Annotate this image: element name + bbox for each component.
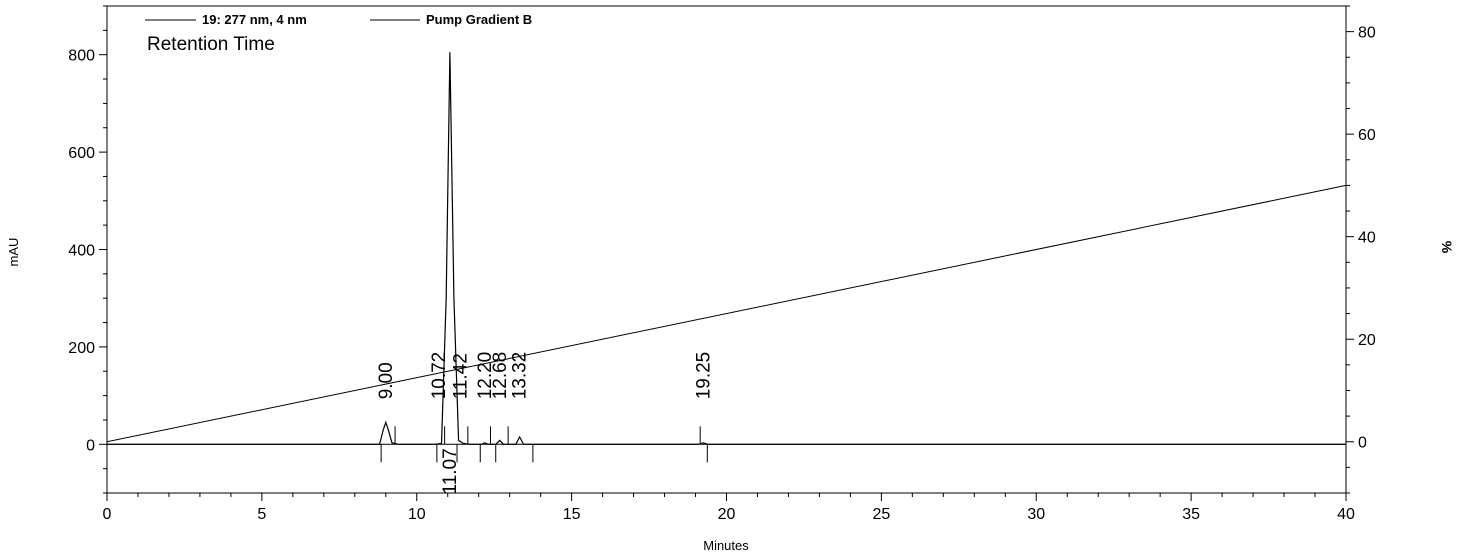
peak-label: 12.20	[475, 352, 496, 400]
peak-label: 13.32	[510, 352, 531, 400]
axes-group	[106, 5, 1347, 494]
x-tick-label: 35	[1182, 506, 1200, 523]
peak-label: 10.72	[429, 352, 450, 400]
y2-tick-label: 80	[1358, 25, 1376, 42]
x-tick-label: 25	[872, 506, 890, 523]
series-line-signal	[107, 52, 1346, 445]
series-line-pump-gradient	[106, 184, 1347, 443]
y-tick-label: 0	[86, 437, 95, 454]
y-tick-label: 200	[68, 340, 95, 357]
x-tick-label: 15	[563, 506, 581, 523]
x-tick-label: 20	[718, 506, 736, 523]
y-tick-label: 400	[68, 243, 95, 260]
trace-layer	[107, 52, 1346, 445]
peak-label: 11.07	[440, 448, 461, 494]
gradient-layer	[106, 184, 1347, 443]
peak-label: 11.42	[451, 353, 472, 399]
plot-frame	[106, 5, 1347, 494]
y-tick-label: 600	[68, 145, 95, 162]
chart-title: Retention Time	[147, 34, 275, 55]
x-tick-label: 40	[1337, 506, 1355, 523]
x-axis-title: Minutes	[703, 538, 749, 553]
y2-axis-title: %	[1439, 241, 1455, 254]
y2-tick-label: 40	[1358, 230, 1376, 247]
integration-marks-layer	[380, 426, 708, 463]
y2-tick-label: 60	[1358, 127, 1376, 144]
x-tick-label: 10	[408, 506, 426, 523]
peak-label: 9.00	[376, 362, 397, 399]
legend-label-signal: 19: 277 nm, 4 nm	[202, 12, 307, 27]
x-tick-label: 30	[1027, 506, 1045, 523]
y2-tick-label: 20	[1358, 332, 1376, 349]
x-tick-label: 5	[257, 506, 266, 523]
y-tick-label: 800	[68, 48, 95, 65]
y-axis-title: mAU	[6, 238, 21, 267]
peak-label: 19.25	[693, 352, 714, 400]
x-tick-label: 0	[103, 506, 112, 523]
y2-tick-label: 0	[1358, 435, 1367, 452]
peak-label: 12.68	[490, 352, 511, 400]
legend-label-gradient: Pump Gradient B	[426, 12, 532, 27]
